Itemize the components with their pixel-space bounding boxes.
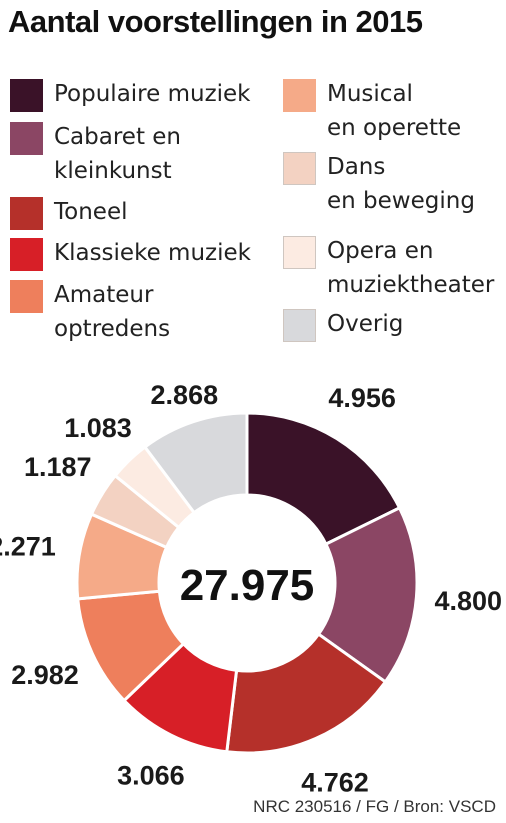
legend-item-klassieke-muziek: Klassieke muziek bbox=[10, 236, 251, 271]
donut-slice bbox=[142, 411, 249, 515]
donut-slice bbox=[245, 411, 402, 547]
legend-swatch bbox=[283, 79, 316, 112]
legend-item-opera-en-muziektheater: Opera en muziektheater bbox=[283, 234, 494, 302]
legend-swatch bbox=[10, 238, 43, 271]
legend-label: Cabaret en kleinkunst bbox=[54, 124, 182, 184]
legend-item-musical-en-operette: Musical en operette bbox=[283, 77, 461, 145]
value-label: 3.066 bbox=[117, 760, 185, 790]
legend-item-toneel: Toneel bbox=[10, 195, 127, 230]
value-label: 4.800 bbox=[434, 586, 502, 616]
value-label: 4.956 bbox=[328, 383, 396, 413]
legend-label: Populaire muziek bbox=[54, 81, 251, 107]
legend-swatch bbox=[10, 79, 43, 112]
value-label: 2.868 bbox=[151, 380, 219, 410]
legend-label: Amateur optredens bbox=[54, 282, 171, 342]
legend-item-overig: Overig bbox=[283, 307, 403, 342]
value-labels: 4.956 4.800 4.762 3.066 2.982 2.271 1.187 1.083… bbox=[0, 380, 502, 797]
value-label: 4.762 bbox=[301, 767, 369, 797]
legend-item-cabaret-en-kleinkunst: Cabaret en kleinkunst bbox=[10, 120, 181, 188]
legend-item-dans-en-beweging: Dans en beweging bbox=[283, 150, 475, 218]
chart-title: Aantal voorstellingen in 2015 bbox=[8, 4, 423, 39]
legend-label: Dans en beweging bbox=[327, 154, 475, 214]
total-label: 27.975 bbox=[180, 561, 315, 610]
legend-swatch bbox=[283, 152, 316, 185]
legend-label: Opera en muziektheater bbox=[327, 238, 495, 298]
value-label: 1.187 bbox=[24, 452, 92, 482]
legend-label: Klassieke muziek bbox=[54, 240, 251, 266]
value-label: 2.271 bbox=[0, 531, 56, 561]
legend-swatch bbox=[10, 197, 43, 230]
source-credit: NRC 230516 / FG / Bron: VSCD bbox=[253, 797, 496, 816]
legend-item-populaire-muziek: Populaire muziek bbox=[10, 77, 251, 112]
value-label: 2.982 bbox=[11, 660, 79, 690]
legend-label: Musical en operette bbox=[327, 81, 462, 141]
donut-slices bbox=[75, 411, 419, 755]
legend-swatch bbox=[10, 122, 43, 155]
legend-item-amateur-optredens: Amateur optredens bbox=[10, 278, 170, 346]
legend-swatch bbox=[283, 236, 316, 269]
legend-label: Overig bbox=[327, 311, 404, 337]
value-label: 1.083 bbox=[64, 413, 132, 443]
legend-swatch bbox=[283, 309, 316, 342]
legend-label: Toneel bbox=[54, 199, 128, 225]
legend-swatch bbox=[10, 280, 43, 313]
